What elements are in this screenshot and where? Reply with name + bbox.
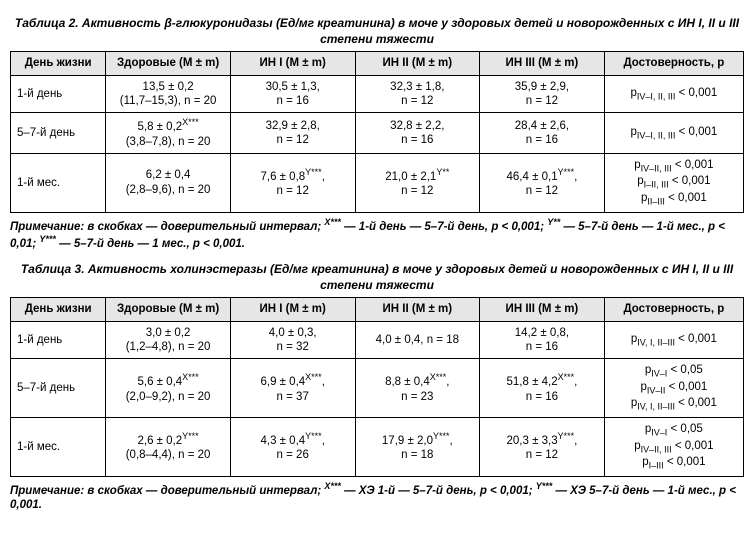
cell-value: 6,2 ± 0,4(2,8–9,6), n = 20 bbox=[106, 153, 231, 212]
cell-p: pIV–I < 0,05pIV–II < 0,001pIV, I, II–III… bbox=[604, 359, 743, 418]
table-row: 1-й мес.2,6 ± 0,2Y***(0,8–4,4), n = 204,… bbox=[11, 418, 744, 477]
cell-day: 1-й мес. bbox=[11, 153, 106, 212]
cell-value: 3,0 ± 0,2(1,2–4,8), n = 20 bbox=[106, 321, 231, 359]
cell-day: 1-й день bbox=[11, 321, 106, 359]
table2-title: Таблица 2. Активность β-глюкуронидазы (Е… bbox=[10, 16, 744, 47]
cell-value: 7,6 ± 0,8Y***,n = 12 bbox=[230, 153, 355, 212]
th-in2: ИН II (M ± m) bbox=[355, 298, 480, 321]
cell-day: 5–7-й день bbox=[11, 359, 106, 418]
cell-value: 30,5 ± 1,3,n = 16 bbox=[230, 75, 355, 113]
cell-value: 17,9 ± 2,0Y***,n = 18 bbox=[355, 418, 480, 477]
table3-note: Примечание: в скобках — доверительный ин… bbox=[10, 481, 744, 514]
th-in1: ИН I (M ± m) bbox=[230, 298, 355, 321]
th-healthy: Здоровые (M ± m) bbox=[106, 52, 231, 75]
table2-body: 1-й день13,5 ± 0,2(11,7–15,3), n = 2030,… bbox=[11, 75, 744, 212]
table3-title: Таблица 3. Активность холинэстеразы (Ед/… bbox=[10, 262, 744, 293]
table2: День жизни Здоровые (M ± m) ИН I (M ± m)… bbox=[10, 51, 744, 212]
cell-p: pIV–I, II, III < 0,001 bbox=[604, 113, 743, 154]
th-p: Достоверность, p bbox=[604, 52, 743, 75]
table-row: 1-й мес.6,2 ± 0,4(2,8–9,6), n = 207,6 ± … bbox=[11, 153, 744, 212]
cell-value: 13,5 ± 0,2(11,7–15,3), n = 20 bbox=[106, 75, 231, 113]
cell-day: 5–7-й день bbox=[11, 113, 106, 154]
cell-day: 1-й день bbox=[11, 75, 106, 113]
th-day: День жизни bbox=[11, 298, 106, 321]
cell-value: 6,9 ± 0,4X***,n = 37 bbox=[230, 359, 355, 418]
th-in3: ИН III (M ± m) bbox=[480, 298, 605, 321]
th-healthy: Здоровые (M ± m) bbox=[106, 298, 231, 321]
cell-p: pIV–II, III < 0,001pI–II, III < 0,001pII… bbox=[604, 153, 743, 212]
cell-value: 14,2 ± 0,8,n = 16 bbox=[480, 321, 605, 359]
th-p: Достоверность, p bbox=[604, 298, 743, 321]
cell-value: 4,0 ± 0,4, n = 18 bbox=[355, 321, 480, 359]
cell-value: 8,8 ± 0,4X***,n = 23 bbox=[355, 359, 480, 418]
table3: День жизни Здоровые (M ± m) ИН I (M ± m)… bbox=[10, 297, 744, 476]
table-row: 1-й день13,5 ± 0,2(11,7–15,3), n = 2030,… bbox=[11, 75, 744, 113]
cell-value: 35,9 ± 2,9,n = 12 bbox=[480, 75, 605, 113]
cell-value: 20,3 ± 3,3Y***,n = 12 bbox=[480, 418, 605, 477]
table2-note: Примечание: в скобках — доверительный ин… bbox=[10, 217, 744, 253]
cell-p: pIV–I, II, III < 0,001 bbox=[604, 75, 743, 113]
cell-value: 21,0 ± 2,1Y**n = 12 bbox=[355, 153, 480, 212]
cell-value: 28,4 ± 2,6,n = 16 bbox=[480, 113, 605, 154]
cell-value: 5,6 ± 0,4X***(2,0–9,2), n = 20 bbox=[106, 359, 231, 418]
table3-body: 1-й день3,0 ± 0,2(1,2–4,8), n = 204,0 ± … bbox=[11, 321, 744, 476]
th-day: День жизни bbox=[11, 52, 106, 75]
cell-value: 32,3 ± 1,8,n = 12 bbox=[355, 75, 480, 113]
cell-value: 4,3 ± 0,4Y***,n = 26 bbox=[230, 418, 355, 477]
th-in3: ИН III (M ± m) bbox=[480, 52, 605, 75]
cell-value: 51,8 ± 4,2X***,n = 16 bbox=[480, 359, 605, 418]
table-row: 5–7-й день5,6 ± 0,4X***(2,0–9,2), n = 20… bbox=[11, 359, 744, 418]
table-row: 5–7-й день5,8 ± 0,2X***(3,8–7,8), n = 20… bbox=[11, 113, 744, 154]
table3-header-row: День жизни Здоровые (M ± m) ИН I (M ± m)… bbox=[11, 298, 744, 321]
cell-value: 32,8 ± 2,2,n = 16 bbox=[355, 113, 480, 154]
cell-p: pIV, I, II–III < 0,001 bbox=[604, 321, 743, 359]
th-in1: ИН I (M ± m) bbox=[230, 52, 355, 75]
cell-value: 46,4 ± 0,1Y***,n = 12 bbox=[480, 153, 605, 212]
cell-day: 1-й мес. bbox=[11, 418, 106, 477]
cell-value: 4,0 ± 0,3,n = 32 bbox=[230, 321, 355, 359]
cell-p: pIV–I < 0,05pIV–II, III < 0,001pI–III < … bbox=[604, 418, 743, 477]
cell-value: 2,6 ± 0,2Y***(0,8–4,4), n = 20 bbox=[106, 418, 231, 477]
table2-header-row: День жизни Здоровые (M ± m) ИН I (M ± m)… bbox=[11, 52, 744, 75]
cell-value: 32,9 ± 2,8,n = 12 bbox=[230, 113, 355, 154]
cell-value: 5,8 ± 0,2X***(3,8–7,8), n = 20 bbox=[106, 113, 231, 154]
table-row: 1-й день3,0 ± 0,2(1,2–4,8), n = 204,0 ± … bbox=[11, 321, 744, 359]
th-in2: ИН II (M ± m) bbox=[355, 52, 480, 75]
